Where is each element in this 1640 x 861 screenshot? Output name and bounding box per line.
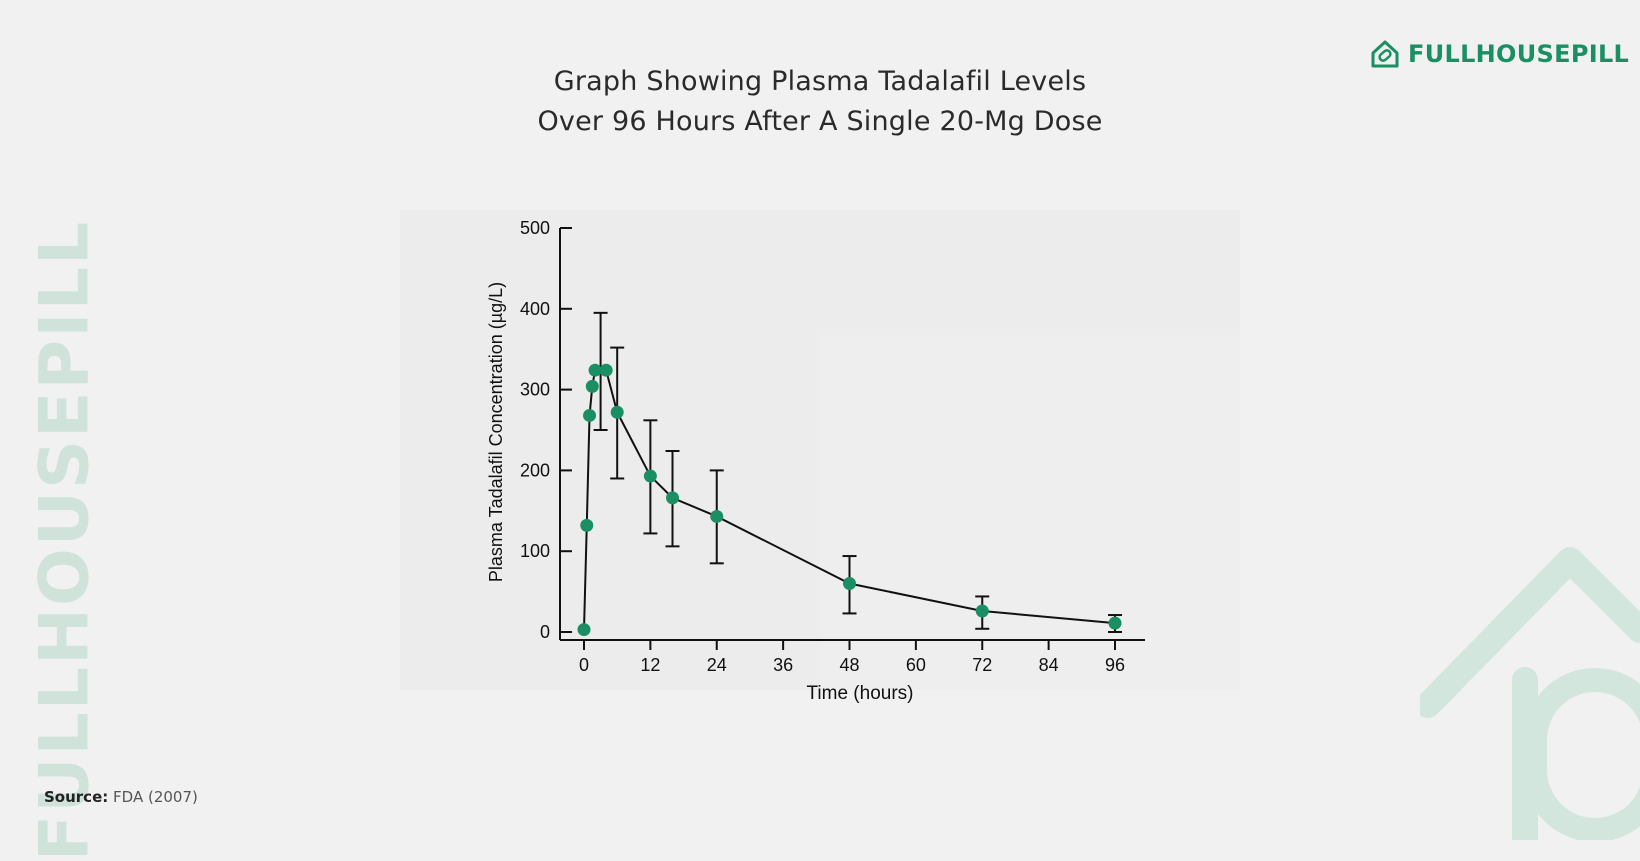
y-tick-label: 0	[540, 622, 550, 642]
brand-name: FULLHOUSEPILL	[1408, 40, 1630, 68]
chart-title-line-2: Over 96 Hours After A Single 20-Mg Dose	[537, 106, 1103, 137]
data-point	[843, 577, 856, 591]
source-note: Source: FDA (2007)	[44, 788, 198, 806]
data-point	[710, 509, 724, 523]
x-tick-label: 84	[1039, 655, 1059, 675]
data-point	[1108, 616, 1122, 630]
x-tick-label: 24	[707, 655, 727, 675]
x-tick-label: 12	[640, 655, 660, 675]
y-tick-label: 300	[520, 380, 550, 400]
house-watermark-icon	[1420, 547, 1640, 840]
brand-logo: FULLHOUSEPILL	[1370, 36, 1629, 72]
source-text: FDA (2007)	[113, 788, 198, 806]
y-tick-label: 500	[520, 218, 550, 238]
y-tick-label: 200	[520, 460, 550, 480]
y-tick-label: 400	[520, 299, 550, 319]
data-point	[643, 469, 657, 483]
source-label: Source:	[44, 788, 109, 806]
x-tick-label: 36	[773, 655, 793, 675]
data-point	[975, 604, 989, 618]
x-tick-label: 96	[1105, 655, 1125, 675]
data-point	[588, 363, 602, 377]
data-point	[585, 379, 599, 393]
plot-background-lower	[820, 335, 1240, 690]
x-tick-label: 48	[839, 655, 859, 675]
data-point	[666, 491, 679, 505]
chart-title-line-1: Graph Showing Plasma Tadalafil Levels	[553, 66, 1087, 97]
y-tick-label: 100	[520, 541, 550, 561]
x-axis-label: Time (hours)	[807, 683, 914, 704]
data-point	[599, 363, 613, 377]
data-point	[610, 405, 624, 419]
x-tick-label: 0	[579, 655, 589, 675]
data-point	[577, 623, 591, 637]
house-pill-icon	[1371, 40, 1399, 68]
x-tick-label: 72	[972, 655, 992, 675]
data-point	[583, 408, 597, 422]
x-tick-label: 60	[906, 655, 926, 675]
chart-title: Graph Showing Plasma Tadalafil Levels Ov…	[420, 62, 1220, 142]
chart: 0 100 200 300 400 500 0 12 24 36 48 60 72 84 96 Time (h…	[486, 218, 1145, 704]
data-point	[580, 518, 594, 532]
y-axis-label: Plasma Tadalafil Concentration (µg/L)	[486, 282, 506, 582]
